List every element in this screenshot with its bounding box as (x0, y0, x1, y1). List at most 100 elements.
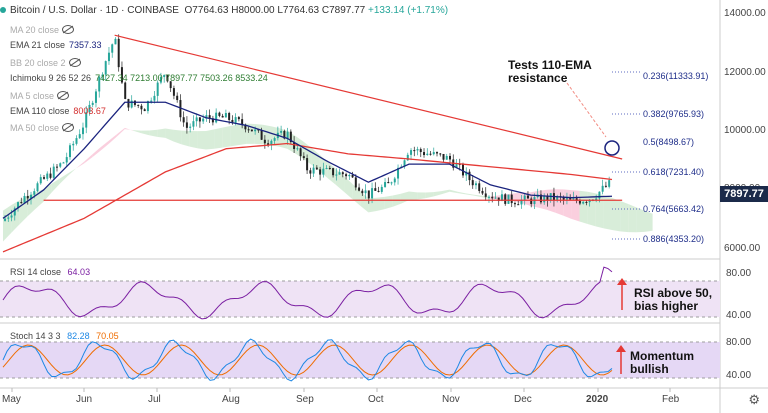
candle-body (604, 185, 607, 187)
cloud-segment (51, 178, 60, 193)
candle-body (111, 44, 114, 53)
visibility-hidden-icon[interactable] (62, 123, 75, 133)
candle-body (43, 177, 46, 179)
candle-body (13, 208, 16, 216)
settings-gear-icon[interactable]: ⚙ (748, 392, 760, 407)
stoch-k-line (2, 338, 613, 382)
ema21-line (2, 101, 613, 219)
candle-body (449, 155, 452, 160)
candle-body (33, 191, 36, 195)
time-axis-label: Feb (662, 394, 680, 405)
candle-body (384, 182, 387, 187)
candle-body (176, 95, 179, 101)
candle-body (247, 129, 250, 131)
candle-body (371, 188, 374, 199)
candle-body (46, 173, 49, 179)
candle-body (364, 190, 367, 194)
cloud-segment (384, 195, 393, 210)
cloud-segment (59, 173, 68, 184)
candle-body (120, 67, 123, 83)
legend-row[interactable]: EMA 21 close 7357.33 (10, 40, 102, 51)
candle-body (585, 201, 588, 203)
ohlc-low: L7764.63 (277, 5, 320, 16)
candle-body (358, 187, 361, 191)
candle-body (461, 164, 464, 176)
cloud-segment (132, 130, 142, 134)
candle-body (387, 182, 390, 184)
candle-body (487, 196, 490, 198)
candle-body (497, 197, 500, 202)
cloud-segment (76, 161, 85, 169)
candle-body (224, 112, 227, 118)
candle-body (445, 155, 448, 160)
oscillator-lines (2, 266, 613, 382)
candle-body (30, 194, 33, 199)
candle-body (332, 168, 335, 176)
candle-body (406, 154, 409, 161)
cloud-segment (124, 127, 133, 131)
candle-body (98, 76, 101, 92)
candle-body (289, 131, 292, 143)
candle-body (354, 177, 357, 188)
legend-row[interactable]: EMA 110 close 8003.67 (10, 106, 106, 117)
rsi-arrow (617, 278, 627, 310)
fib-level-label: 0.236(11333.91) (643, 71, 709, 81)
candle-body (140, 105, 143, 110)
candle-body (426, 153, 429, 156)
cloud-segment (335, 169, 345, 192)
candle-body (221, 115, 224, 118)
legend-row[interactable]: MA 5 close (10, 90, 70, 102)
time-axis-label: Jun (76, 394, 93, 405)
visibility-hidden-icon[interactable] (68, 57, 81, 67)
legend-row[interactable]: MA 50 close (10, 122, 75, 134)
cloud-segment (563, 189, 572, 219)
legend-row[interactable]: BB 20 close 2 (10, 57, 81, 69)
visibility-hidden-icon[interactable] (57, 90, 70, 100)
candle-body (595, 198, 598, 201)
live-dot-icon (0, 7, 6, 14)
candle-body (94, 91, 97, 103)
candle-body (166, 74, 169, 82)
candle-body (260, 130, 263, 140)
cloud-segment (270, 126, 280, 147)
symbol-name: Bitcoin / U.S. Dollar · 1D · COINBASE (10, 5, 179, 16)
cloud-segment (84, 154, 93, 164)
candle-body (185, 122, 188, 128)
price-axis-label: 10000.00 (724, 125, 766, 136)
rsi-band (0, 281, 720, 317)
legend-row[interactable]: MA 20 close (10, 24, 75, 36)
candle-body (234, 117, 237, 123)
candle-body (510, 194, 513, 204)
annotation-tests: Tests 110-EMA resistance (508, 58, 592, 85)
candle-body (182, 117, 185, 123)
candle-body (397, 167, 400, 179)
cloud-segment (457, 191, 466, 195)
legend-row[interactable]: Ichimoku 9 26 52 26 7427.34 7213.00 7897.… (10, 73, 268, 84)
rsi-name: RSI 14 close (10, 267, 62, 277)
candle-body (539, 194, 542, 203)
resistance-trendline (114, 34, 623, 160)
cloud-segment (636, 207, 645, 233)
candle-body (403, 160, 406, 167)
candle-body (263, 139, 266, 144)
candle-body (312, 167, 315, 174)
cloud-segment (628, 204, 637, 233)
cloud-segment (230, 124, 239, 147)
rsi-axis-40: 40.00 (726, 310, 752, 321)
candle-body (491, 196, 494, 199)
ema110-line (2, 142, 613, 253)
legend-name: MA 20 close (10, 25, 60, 35)
time-axis-label: Oct (368, 394, 384, 405)
legend-name: BB 20 close 2 (10, 57, 66, 68)
candle-body (468, 171, 471, 181)
candle-body (114, 38, 117, 45)
candle-body (286, 131, 289, 139)
candle-body (377, 190, 380, 192)
fib-level-label: 0.886(4353.20) (643, 234, 705, 244)
stoch-legend: Stoch 14 3 3 82.28 70.05 (10, 331, 119, 342)
candle-body (572, 198, 575, 200)
candle-body (208, 115, 211, 119)
visibility-hidden-icon[interactable] (62, 25, 75, 34)
cloud-segment (197, 131, 206, 150)
